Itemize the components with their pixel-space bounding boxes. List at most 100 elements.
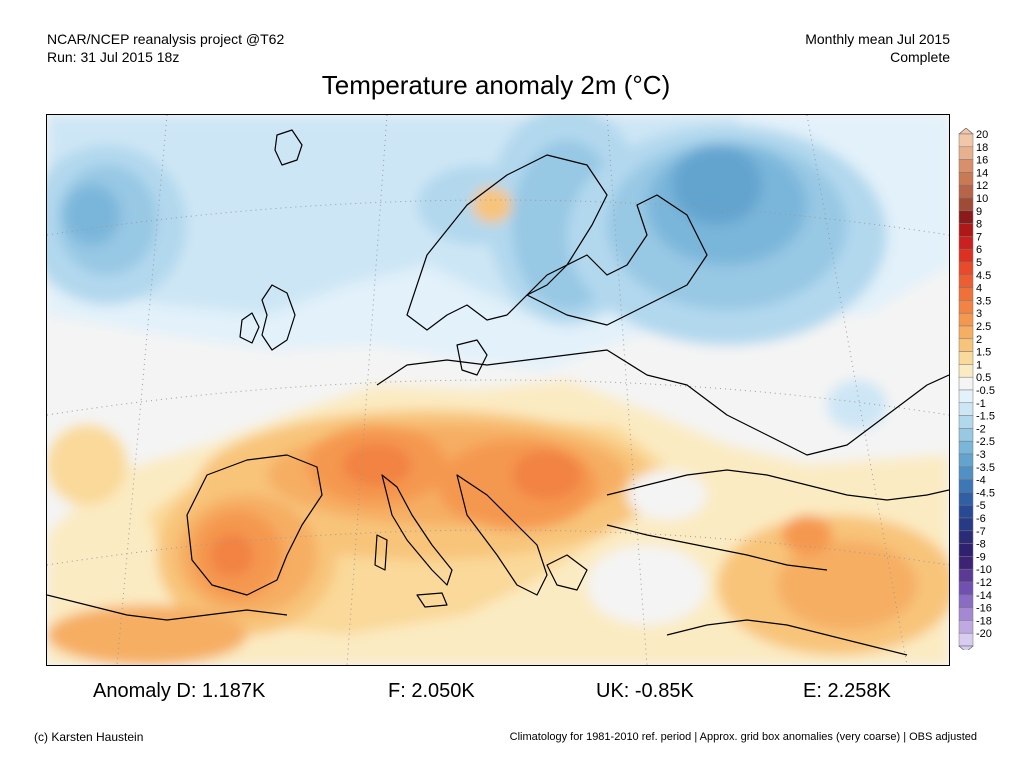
legend-label: 4.5	[976, 270, 991, 282]
legend-label: -2.5	[976, 436, 995, 448]
legend-swatch	[958, 274, 974, 288]
legend-swatch	[958, 415, 974, 429]
legend-swatch	[958, 607, 974, 621]
legend-label: 14	[976, 167, 988, 179]
legend-swatch	[958, 453, 974, 468]
legend-label: 4	[976, 283, 982, 295]
legend-swatch	[958, 146, 974, 160]
graticule	[47, 115, 949, 665]
legend-label: 9	[976, 206, 982, 218]
legend-swatch	[958, 428, 974, 442]
legend-label: -1.5	[976, 411, 995, 423]
legend-label: 10	[976, 193, 988, 205]
legend-label: -8	[976, 539, 986, 551]
legend-label: -14	[976, 590, 992, 602]
legend-label: 1.5	[976, 347, 991, 359]
legend-swatch	[958, 402, 974, 416]
period-label: Monthly mean Jul 2015	[805, 31, 950, 47]
anomaly-d-stat: Anomaly D: 1.187K	[93, 680, 266, 702]
header-left: NCAR/NCEP reanalysis project @T62 Run: 3…	[47, 30, 284, 66]
legend-label: -6	[976, 513, 986, 525]
legend-swatch	[958, 504, 974, 519]
legend-label: -2	[976, 423, 986, 435]
map-canvas	[47, 115, 949, 665]
legend-swatch	[958, 338, 974, 352]
legend-arrow-bottom	[958, 645, 974, 650]
legend-swatch	[958, 479, 974, 493]
legend-swatch	[958, 351, 974, 365]
legend-label: 3	[976, 308, 982, 320]
legend-swatch	[958, 376, 974, 391]
legend-label: 2	[976, 334, 982, 346]
legend-swatch	[958, 568, 974, 583]
legend-swatch	[958, 594, 974, 608]
legend-label: -7	[976, 526, 986, 538]
legend-swatch	[958, 466, 974, 480]
legend-swatch	[958, 389, 974, 404]
legend-swatch	[958, 236, 974, 250]
legend-swatch	[958, 492, 974, 506]
legend-swatch	[958, 325, 974, 340]
legend-label: -16	[976, 603, 992, 615]
legend-label: 0.5	[976, 372, 991, 384]
legend-swatch	[958, 620, 974, 634]
anomaly-f-stat: F: 2.050K	[388, 680, 475, 702]
color-legend: 201816141210987654.543.532.521.510.5-0.5…	[958, 128, 995, 650]
legend-swatch	[958, 159, 974, 173]
legend-swatch	[958, 440, 974, 455]
legend-swatch	[958, 364, 974, 378]
legend-swatch	[958, 581, 974, 596]
legend-swatch	[958, 530, 974, 544]
anomaly-uk-stat: UK: -0.85K	[596, 680, 694, 702]
legend-swatch	[958, 133, 974, 148]
legend-swatch	[958, 210, 974, 224]
legend-swatch	[958, 248, 974, 263]
map-title: Temperature anomaly 2m (°C)	[321, 70, 671, 100]
model-label: NCAR/NCEP reanalysis project @T62	[47, 31, 285, 47]
legend-arrow-top	[958, 128, 974, 135]
legend-label: -5	[976, 500, 986, 512]
legend-label: -9	[976, 551, 986, 563]
legend-swatch	[958, 223, 974, 237]
legend-label: 18	[976, 142, 988, 154]
legend-label: -0.5	[976, 385, 995, 397]
legend-label: 7	[976, 231, 982, 243]
legend-label: -20	[976, 628, 992, 640]
header-right: Monthly mean Jul 2015 Complete	[805, 30, 950, 66]
legend-label: 2.5	[976, 321, 991, 333]
legend-swatch	[958, 300, 974, 314]
run-label: Run: 31 Jul 2015 18z	[47, 49, 180, 65]
legend-swatch	[958, 197, 974, 212]
legend-label: 20	[976, 129, 988, 141]
legend-label: 6	[976, 244, 982, 256]
legend-label: -3	[976, 449, 986, 461]
legend-label: -1	[976, 398, 986, 410]
legend-swatch	[958, 172, 974, 186]
copyright: (c) Karsten Haustein	[34, 730, 144, 744]
footnote: Climatology for 1981-2010 ref. period | …	[509, 731, 977, 743]
legend-label: -18	[976, 615, 992, 627]
legend-label: 8	[976, 219, 982, 231]
legend-label: -3.5	[976, 462, 995, 474]
legend-swatch	[958, 184, 974, 199]
legend-label: 1	[976, 359, 982, 371]
legend-swatch	[958, 517, 974, 532]
legend-label: 12	[976, 180, 988, 192]
anomaly-field	[47, 115, 949, 665]
legend-label: -4.5	[976, 487, 995, 499]
legend-label: 5	[976, 257, 982, 269]
anomaly-e-stat: E: 2.258K	[803, 680, 891, 702]
coastlines	[47, 129, 949, 656]
legend-label: -10	[976, 564, 992, 576]
legend-label: -4	[976, 475, 986, 487]
legend-label: 3.5	[976, 295, 991, 307]
legend-swatch	[958, 632, 974, 647]
legend-swatch	[958, 556, 974, 570]
anomaly-map	[46, 114, 950, 666]
legend-swatch	[958, 543, 974, 557]
legend-swatch	[958, 312, 974, 327]
legend-label: 16	[976, 155, 988, 167]
legend-swatch	[958, 261, 974, 276]
legend-swatch	[958, 287, 974, 301]
status-label: Complete	[890, 49, 950, 65]
